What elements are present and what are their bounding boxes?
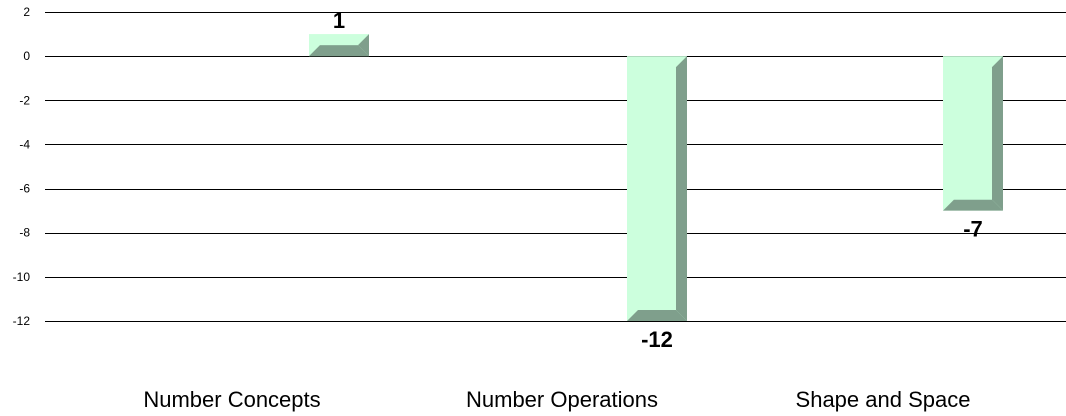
bar-inner-face — [638, 67, 676, 311]
gridlines — [45, 12, 1066, 322]
data-label: 1 — [333, 8, 345, 33]
bar-bevel-right — [358, 34, 369, 57]
y-tick-label: -6 — [19, 182, 30, 196]
y-tick-label: -8 — [19, 226, 30, 240]
bars — [309, 34, 1003, 322]
bar-bevel-bottom — [627, 310, 687, 321]
y-tick-label: 0 — [23, 49, 30, 63]
data-labels: 1 -12 -7 — [333, 8, 983, 352]
y-tick-label: -10 — [13, 270, 31, 284]
bar-bevel-right — [992, 56, 1003, 211]
y-tick-label: -2 — [19, 93, 30, 107]
category-label: Number Operations — [466, 387, 658, 412]
bar-bevel-right — [676, 56, 687, 322]
category-label: Number Concepts — [143, 387, 320, 412]
y-tick-label: -4 — [19, 137, 30, 151]
category-labels: Number Concepts Number Operations Shape an… — [143, 387, 970, 412]
bar-inner-face — [954, 67, 992, 200]
data-label: -7 — [963, 217, 983, 242]
bar — [943, 56, 1003, 211]
y-axis-tick-labels: 2 0 -2 -4 -6 -8 -10 -12 — [13, 5, 31, 328]
data-label: -12 — [641, 327, 673, 352]
y-tick-label: -12 — [13, 314, 31, 328]
category-label: Shape and Space — [796, 387, 971, 412]
bar — [309, 34, 369, 57]
bar-bevel-bottom — [943, 199, 1003, 211]
y-tick-label: 2 — [23, 5, 30, 19]
bar-bevel-bottom — [309, 45, 369, 57]
bar — [627, 56, 687, 322]
